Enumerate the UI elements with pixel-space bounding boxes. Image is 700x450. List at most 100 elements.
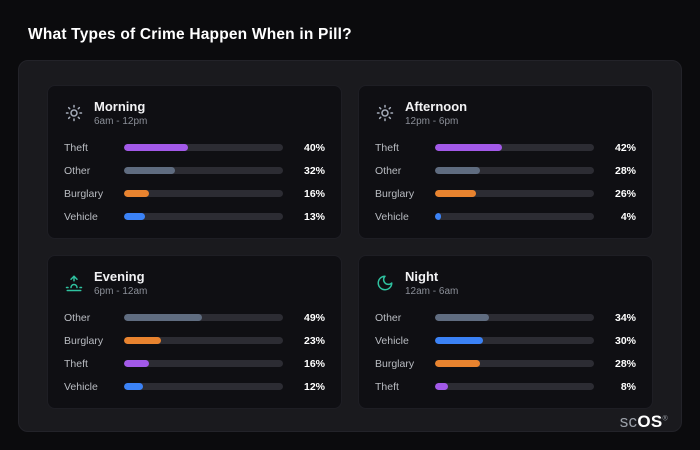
card-night-header: Night 12am - 6am — [375, 269, 636, 297]
bar-row: Theft 42% — [375, 141, 636, 154]
bar-label: Other — [64, 311, 91, 324]
bar-track — [435, 314, 594, 321]
bar-fill — [124, 360, 150, 367]
bar-row: Burglary 23% — [64, 334, 325, 347]
bar-track — [435, 360, 594, 367]
bar-track — [124, 383, 283, 390]
bar-value: 4% — [620, 210, 636, 223]
bar-value: 16% — [303, 357, 325, 370]
bar-row: Theft 8% — [375, 380, 636, 393]
cards-grid: Morning 6am - 12pm Theft 40% Other 32% B… — [47, 85, 653, 409]
bar-row: Burglary 28% — [375, 357, 636, 370]
bar-value: 32% — [303, 164, 325, 177]
bar-fill — [124, 337, 161, 344]
bar-row: Burglary 16% — [64, 187, 325, 200]
bar-row: Other 49% — [64, 311, 325, 324]
bar-label: Other — [375, 164, 402, 177]
bar-track — [124, 337, 283, 344]
bar-label: Burglary — [64, 187, 104, 200]
card-morning: Morning 6am - 12pm Theft 40% Other 32% B… — [47, 85, 342, 239]
bar-value: 30% — [614, 334, 636, 347]
bar-fill — [124, 167, 175, 174]
bar-fill — [435, 144, 502, 151]
card-afternoon: Afternoon 12pm - 6pm Theft 42% Other 28%… — [358, 85, 653, 239]
bar-value: 34% — [614, 311, 636, 324]
bar-fill — [435, 167, 480, 174]
bar-fill — [435, 314, 490, 321]
bar-track — [435, 144, 594, 151]
bar-track — [124, 190, 283, 197]
bar-value: 12% — [303, 380, 325, 393]
bar-fill — [435, 337, 483, 344]
bar-row: Vehicle 13% — [64, 210, 325, 223]
logo-suffix: OS — [637, 412, 663, 431]
bar-label: Vehicle — [375, 334, 409, 347]
bar-row: Vehicle 30% — [375, 334, 636, 347]
bar-label: Burglary — [375, 357, 415, 370]
bar-label: Theft — [375, 141, 399, 154]
bar-row: Other 28% — [375, 164, 636, 177]
bar-row: Vehicle 12% — [64, 380, 325, 393]
bar-track — [124, 314, 283, 321]
bar-label: Other — [64, 164, 91, 177]
bar-label: Burglary — [64, 334, 104, 347]
bar-track — [124, 213, 283, 220]
bar-fill — [435, 190, 477, 197]
bar-track — [124, 360, 283, 367]
bar-value: 28% — [614, 357, 636, 370]
sun-icon — [64, 103, 84, 123]
bar-row: Other 32% — [64, 164, 325, 177]
scos-logo: scOS® — [620, 412, 668, 432]
card-subtitle: 12pm - 6pm — [405, 116, 459, 127]
bar-track — [435, 213, 594, 220]
bar-track — [124, 167, 283, 174]
bar-fill — [435, 383, 448, 390]
bar-track — [435, 190, 594, 197]
bar-label: Theft — [64, 357, 88, 370]
bar-row: Vehicle 4% — [375, 210, 636, 223]
card-afternoon-header: Afternoon 12pm - 6pm — [375, 99, 636, 127]
bar-row: Other 34% — [375, 311, 636, 324]
bar-fill — [124, 144, 188, 151]
bar-value: 16% — [303, 187, 325, 200]
bar-fill — [124, 383, 144, 390]
page-title: What Types of Crime Happen When in Pill? — [28, 26, 352, 43]
card-title: Night — [405, 269, 439, 284]
bar-fill — [124, 190, 150, 197]
card-subtitle: 6pm - 12am — [94, 286, 148, 297]
card-morning-header: Morning 6am - 12pm — [64, 99, 325, 127]
sunset-icon — [64, 273, 84, 293]
bar-row: Theft 40% — [64, 141, 325, 154]
card-subtitle: 12am - 6am — [405, 286, 459, 297]
moon-icon — [375, 273, 395, 293]
bar-value: 42% — [614, 141, 636, 154]
bar-label: Vehicle — [64, 210, 98, 223]
bar-label: Vehicle — [375, 210, 409, 223]
card-title: Morning — [94, 99, 146, 114]
registered-mark: ® — [662, 415, 668, 423]
bar-label: Other — [375, 311, 402, 324]
bar-fill — [435, 360, 480, 367]
bar-label: Burglary — [375, 187, 415, 200]
bar-value: 40% — [303, 141, 325, 154]
bar-fill — [124, 213, 145, 220]
card-subtitle: 6am - 12pm — [94, 116, 148, 127]
bar-track — [124, 144, 283, 151]
logo-prefix: sc — [619, 412, 638, 431]
bar-value: 49% — [303, 311, 325, 324]
card-night: Night 12am - 6am Other 34% Vehicle 30% B… — [358, 255, 653, 409]
bar-track — [435, 383, 594, 390]
bar-fill — [124, 314, 202, 321]
bar-label: Vehicle — [64, 380, 98, 393]
bar-value: 13% — [303, 210, 325, 223]
bar-value: 8% — [620, 380, 636, 393]
bar-row: Burglary 26% — [375, 187, 636, 200]
card-evening-header: Evening 6pm - 12am — [64, 269, 325, 297]
dashboard-panel: Morning 6am - 12pm Theft 40% Other 32% B… — [18, 60, 682, 432]
bar-row: Theft 16% — [64, 357, 325, 370]
sun-icon — [375, 103, 395, 123]
bar-label: Theft — [375, 380, 399, 393]
bar-label: Theft — [64, 141, 88, 154]
bar-value: 26% — [614, 187, 636, 200]
bar-track — [435, 337, 594, 344]
